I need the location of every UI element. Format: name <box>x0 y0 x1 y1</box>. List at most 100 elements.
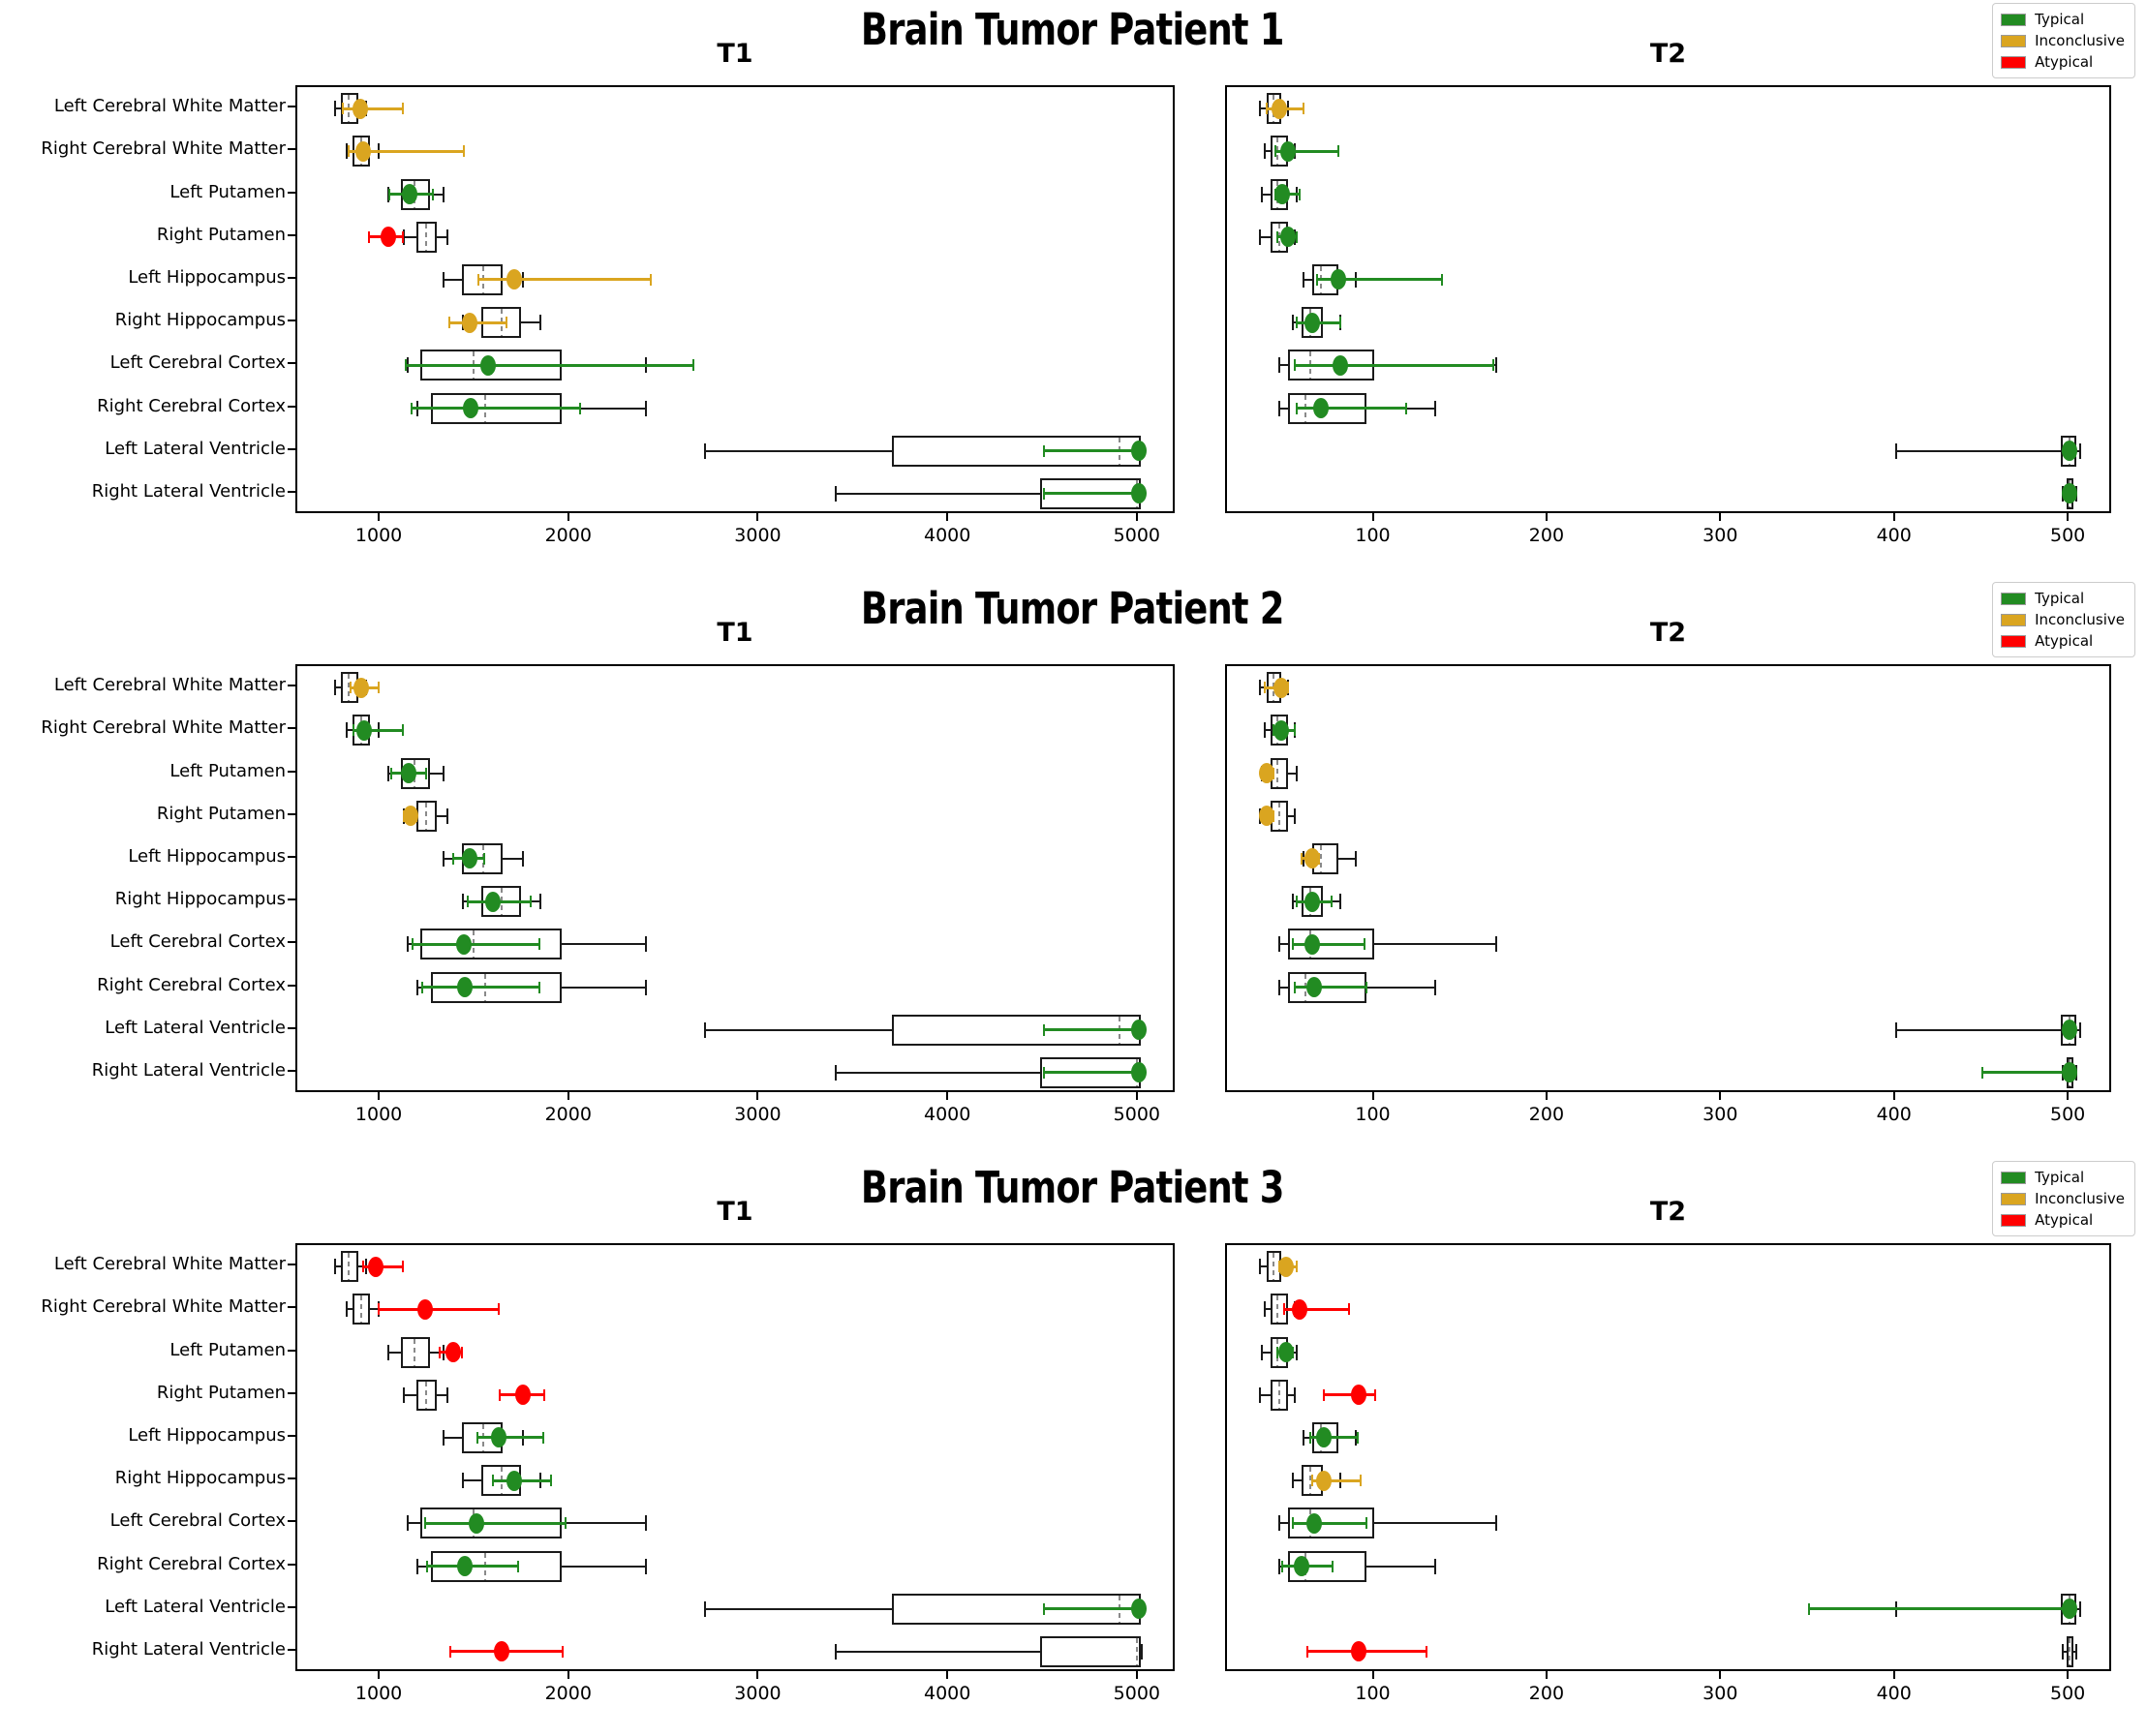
marker-dot-inconclusive <box>1273 677 1289 698</box>
boxplot-median <box>2069 1637 2071 1665</box>
marker-errorbar-cap <box>1338 317 1341 329</box>
boxplot-whisker-cap <box>386 765 389 781</box>
marker-errorbar-cap <box>1043 444 1046 457</box>
marker-errorbar-cap <box>543 1388 546 1401</box>
atypical-swatch-icon <box>2001 1213 2027 1227</box>
legend-item-typical: Typical <box>2001 588 2125 609</box>
boxplot-median <box>1276 1295 1279 1324</box>
marker-dot-typical <box>506 1470 523 1491</box>
marker-dot-typical <box>457 1556 474 1576</box>
marker-errorbar-cap <box>1309 1431 1312 1444</box>
boxplot-whisker-cap <box>416 979 419 995</box>
y-axis-label: Left Cerebral White Matter <box>53 675 286 696</box>
legend-label: Inconclusive <box>2035 1190 2125 1207</box>
x-tick-label: 1000 <box>354 525 403 546</box>
marker-errorbar <box>342 107 403 110</box>
boxplot-median <box>425 1381 428 1409</box>
y-axis-label: Left Lateral Ventricle <box>105 438 286 459</box>
boxplot-whisker-cap <box>445 228 448 245</box>
marker-dot-inconclusive <box>462 312 478 333</box>
boxplot-whisker-cap <box>402 1386 405 1403</box>
marker-errorbar-cap <box>448 1645 451 1658</box>
boxplot-whisker-cap <box>1434 979 1437 995</box>
boxplot-median <box>1309 1467 1312 1495</box>
legend-label: Atypical <box>2035 1211 2094 1229</box>
y-tick-mark <box>288 898 295 901</box>
boxplot-whisker-cap <box>1277 936 1280 953</box>
marker-errorbar <box>1044 1028 1140 1032</box>
boxplot-whisker-cap <box>334 101 337 117</box>
x-tick-label: 400 <box>1876 1683 1912 1704</box>
marker-errorbar <box>1310 1436 1358 1440</box>
marker-errorbar-cap <box>1299 188 1302 200</box>
x-tick-label: 5000 <box>1113 525 1161 546</box>
marker-errorbar <box>1311 1478 1362 1482</box>
y-axis-label: Left Cerebral Cortex <box>109 931 286 953</box>
boxplot-whisker-cap <box>645 400 648 416</box>
x-tick-label: 3000 <box>734 1683 782 1704</box>
boxplot-whisker-cap <box>345 143 348 160</box>
marker-errorbar <box>477 278 651 282</box>
x-tick-label: 300 <box>1702 525 1738 546</box>
x-tick-mark <box>756 1671 759 1679</box>
marker-errorbar <box>1284 1307 1349 1311</box>
x-tick-mark <box>567 1671 569 1679</box>
marker-dot-atypical <box>445 1342 462 1362</box>
patient-section: Brain Tumor Patient 3 Typical Inconclusive… <box>0 1158 2147 1736</box>
x-tick-label: 3000 <box>734 1104 782 1125</box>
marker-dot-atypical <box>514 1385 531 1406</box>
marker-errorbar-cap <box>1323 1388 1326 1401</box>
boxplot-whisker-cap <box>834 1643 837 1660</box>
boxplot-whisker-cap <box>1259 1386 1262 1403</box>
y-axis-label: Right Cerebral White Matter <box>41 1296 286 1318</box>
y-tick-mark <box>288 1069 295 1072</box>
axis-title-text: T1 <box>717 1197 753 1227</box>
boxplot-whisker-cap <box>462 894 465 910</box>
marker-errorbar-cap <box>1264 682 1267 694</box>
marker-errorbar-cap <box>1305 1645 1308 1658</box>
marker-errorbar-cap <box>349 682 352 694</box>
marker-errorbar-cap <box>452 852 455 865</box>
axis-title-text: T1 <box>717 39 753 69</box>
boxplot-box <box>892 1593 1141 1625</box>
x-tick-mark <box>1371 1092 1374 1100</box>
x-tick-label: 3000 <box>734 525 782 546</box>
boxplot-whisker-cap <box>1264 1301 1267 1318</box>
marker-errorbar-cap <box>1373 1388 1376 1401</box>
marker-errorbar-cap <box>447 317 450 329</box>
patient-title: Brain Tumor Patient 1 <box>0 4 2144 55</box>
y-axis-label: Right Putamen <box>156 224 286 245</box>
marker-errorbar <box>348 149 465 153</box>
marker-dot-typical <box>1130 1062 1147 1083</box>
patient-title-text: Brain Tumor Patient 1 <box>860 4 1285 55</box>
marker-dot-atypical <box>1351 1385 1367 1406</box>
y-tick-mark <box>288 1434 295 1437</box>
marker-dot-typical <box>1279 227 1296 248</box>
y-tick-mark <box>288 490 295 493</box>
y-axis-label: Right Cerebral Cortex <box>97 974 286 995</box>
marker-errorbar-cap <box>378 682 381 694</box>
boxplot-whisker <box>835 1071 1142 1074</box>
y-axis-label: Right Hippocampus <box>114 310 286 331</box>
legend-item-inconclusive: Inconclusive <box>2001 30 2125 51</box>
boxplot-whisker-cap <box>445 807 448 824</box>
marker-errorbar-cap <box>424 1517 427 1530</box>
patient-title: Brain Tumor Patient 3 <box>0 1162 2144 1213</box>
boxplot-whisker-cap <box>406 1515 409 1532</box>
marker-errorbar-cap <box>438 1346 441 1358</box>
t2-panel <box>1225 1243 2111 1671</box>
y-axis-label: Left Cerebral White Matter <box>53 96 286 117</box>
marker-errorbar-cap <box>401 724 404 737</box>
marker-dot-typical <box>1305 1512 1322 1534</box>
marker-errorbar <box>413 942 540 946</box>
marker-dot-typical <box>1312 398 1329 418</box>
marker-errorbar-cap <box>411 402 414 414</box>
y-tick-mark <box>288 362 295 365</box>
marker-errorbar-cap <box>463 145 466 158</box>
marker-dot-typical <box>356 719 373 741</box>
t2-panel <box>1225 664 2111 1092</box>
marker-errorbar-cap <box>1332 1560 1334 1572</box>
boxplot-median <box>347 1253 350 1281</box>
y-tick-mark <box>288 727 295 730</box>
marker-dot-typical <box>484 891 501 912</box>
